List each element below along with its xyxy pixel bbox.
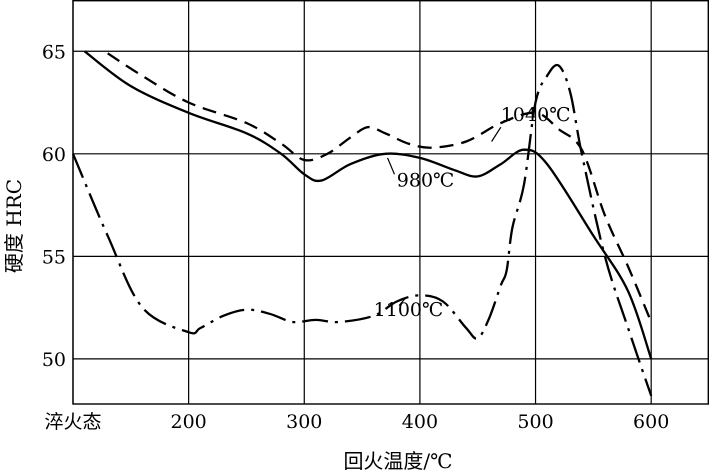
annotation-group: 1040℃ 980℃ 1100℃ — [374, 104, 571, 321]
y-tick-label-1: 55 — [42, 246, 66, 268]
plot-area — [73, 0, 709, 404]
x-tick-label-3: 400 — [402, 411, 438, 433]
series-line-3 — [71, 63, 653, 397]
y-tick-label-0: 50 — [42, 349, 66, 371]
y-axis-title: 硬度 HRC — [2, 179, 26, 273]
x-tick-label-4: 500 — [517, 411, 553, 433]
series-label-3: 1100℃ — [374, 299, 444, 321]
x-tick-label-2: 300 — [286, 411, 322, 433]
series-line-1 — [83, 50, 653, 360]
y-tick-label-3: 65 — [42, 41, 66, 63]
series-group — [71, 50, 653, 397]
series-label-2: 980℃ — [397, 170, 455, 192]
x-tick-labels: 淬火态 200 300 400 500 600 — [44, 411, 669, 433]
label-leader-3 — [398, 296, 407, 306]
x-tick-label-0: 淬火态 — [44, 411, 101, 433]
label-leader-1 — [491, 126, 502, 142]
label-leader-2 — [386, 157, 396, 175]
y-tick-labels: 50 55 60 65 — [42, 41, 66, 371]
plot-frame — [72, 0, 709, 405]
x-tick-label-1: 200 — [171, 411, 207, 433]
x-tick-label-5: 600 — [633, 411, 669, 433]
series-label-1: 1040℃ — [501, 104, 571, 126]
y-tick-label-2: 60 — [42, 144, 66, 166]
x-axis-title: 回火温度/℃ — [343, 449, 452, 473]
